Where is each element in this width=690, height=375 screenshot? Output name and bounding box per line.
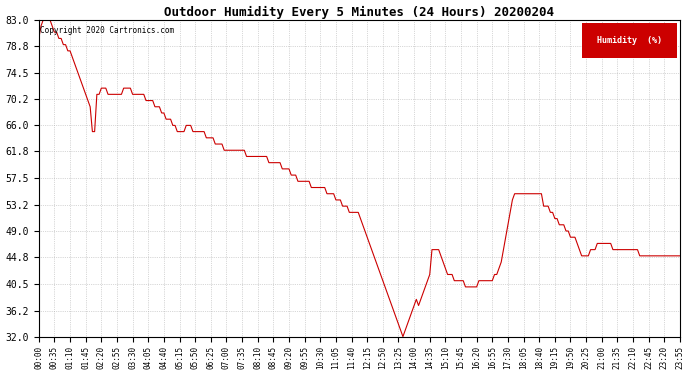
Title: Outdoor Humidity Every 5 Minutes (24 Hours) 20200204: Outdoor Humidity Every 5 Minutes (24 Hou…	[164, 6, 554, 19]
Text: Copyright 2020 Cartronics.com: Copyright 2020 Cartronics.com	[40, 26, 174, 35]
